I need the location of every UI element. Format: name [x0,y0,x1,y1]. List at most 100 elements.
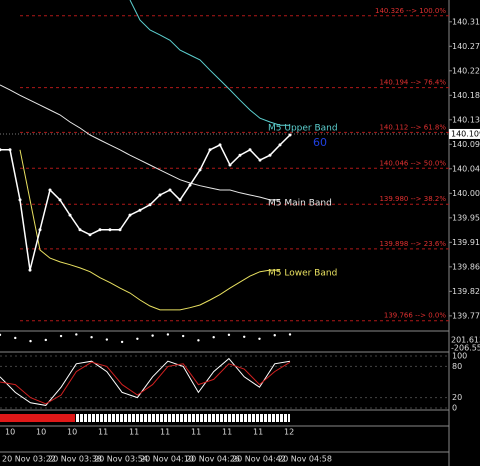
cci-point [44,338,47,342]
price-point [138,208,142,212]
y-tick-label: 139.820 [452,287,480,296]
y-tick-label: 140.000 [452,189,480,198]
cci-point [29,339,32,343]
price-point [8,148,12,152]
hour-label: 10 [67,428,77,437]
y-tick-label: 140.180 [452,91,480,100]
price-point [278,143,282,147]
price-point [88,233,92,237]
stoch-line [0,361,291,405]
x-tick-label: 20 Nov 03:54 [94,455,148,464]
x-tick-label: 20 Nov 03:38 [48,455,102,464]
price-point [58,198,62,202]
band-line [129,0,290,126]
hour-label: 11 [129,428,139,437]
y-tick-label: 139.955 [452,213,480,222]
x-tick-label: 20 Nov 04:10 [140,455,194,464]
price-point [248,148,252,152]
price-point [128,213,132,217]
price-point [188,183,192,187]
cci-tick-label: 201.6134 [451,336,480,345]
price-point [198,168,202,172]
price-point [78,228,82,232]
cci-point [258,337,261,340]
cci-point [197,339,200,342]
price-point [48,188,52,192]
hour-label: 11 [253,428,263,437]
fib-label: 140.046 --> 50.0% [379,159,446,167]
price-line [0,134,291,271]
last-price-label: 140.109 [451,129,480,138]
x-tick-label: 20 Nov 04:26 [186,455,240,464]
stoch-tick-label: 20 [452,393,462,402]
band-line [19,149,280,311]
price-point [38,228,42,232]
price-point [218,143,222,147]
price-point [268,153,272,157]
price-point [158,193,162,197]
hour-label: 11 [98,428,108,437]
price-point [288,133,292,137]
cci-point [181,334,185,338]
fib-label: 140.326 --> 100.0% [375,7,446,15]
y-tick-label: 139.910 [452,238,480,247]
fib-label: 140.112 --> 61.8% [379,123,446,131]
band-label: M5 Lower Band [268,269,337,279]
x-tick-label: 20 Nov 04:42 [232,455,286,464]
y-tick-label: 140.270 [452,42,480,51]
price-point [258,158,262,162]
y-tick-label: 139.775 [452,311,480,320]
fib-label: 139.766 --> 0.0% [384,312,446,320]
cci-point [105,338,109,341]
y-tick-label: 139.865 [452,262,480,271]
cci-point [75,333,78,336]
hour-label: 10 [36,428,46,437]
cci-tick-label: -206.5517 [451,344,480,353]
price-point [238,153,242,157]
hour-label: 11 [160,428,170,437]
cci-point [14,336,17,340]
hour-label: 11 [191,428,201,437]
annotation: 60 [313,136,327,149]
cci-point [273,334,276,337]
y-tick-label: 140.315 [452,17,480,26]
price-point [0,148,2,152]
price-point [118,228,122,232]
signal-strip-white [75,414,290,422]
price-point [108,228,112,232]
price-point [148,203,152,207]
cci-point [243,335,246,339]
last-price-box [449,128,480,139]
hour-label: 12 [284,428,294,437]
x-tick-label: 20 Nov 03:22 [2,455,56,464]
price-point [28,268,32,272]
cci-point [120,340,124,344]
hour-label: 11 [222,428,232,437]
fib-label: 139.980 --> 38.2% [379,195,446,203]
cci-point [59,334,63,338]
cci-point [166,333,170,336]
price-point [68,213,72,217]
y-tick-label: 140.045 [452,164,480,173]
cci-point [136,337,139,340]
price-point [178,198,182,202]
price-point [168,188,172,192]
band-line [0,84,280,201]
fib-label: 140.194 --> 76.4% [379,79,446,87]
fib-label: 139.898 --> 23.6% [379,240,446,248]
y-tick-label: 140.135 [452,115,480,124]
cci-point [0,333,2,337]
price-point [98,228,102,232]
stoch-tick-label: 80 [452,362,462,371]
signal-strip-red [0,414,75,422]
y-tick-label: 140.090 [452,140,480,149]
cci-point [288,333,292,336]
x-tick-label: 20 Nov 04:58 [278,455,332,464]
price-point [208,148,212,152]
price-point [18,198,22,202]
cci-point [212,335,215,339]
stoch-tick-label: 100 [452,352,467,361]
y-tick-label: 140.225 [452,66,480,75]
price-point [228,163,232,167]
